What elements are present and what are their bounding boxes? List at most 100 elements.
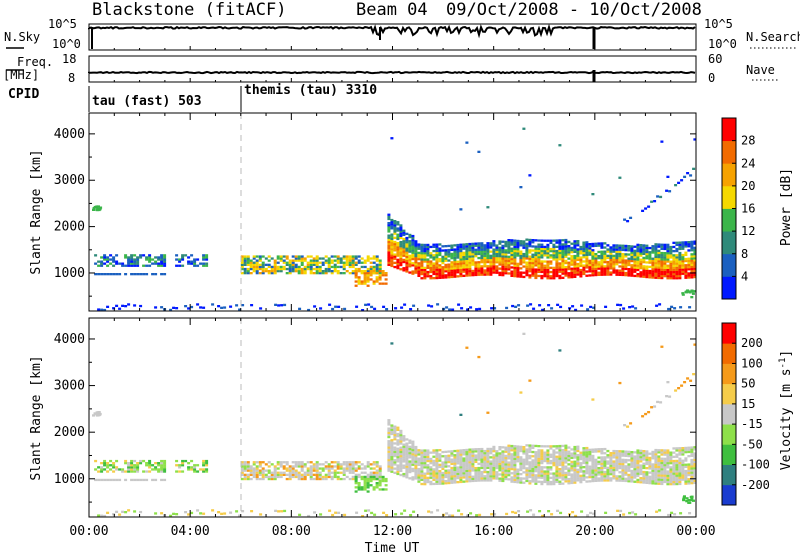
velocity-cell — [522, 471, 526, 474]
power-cell — [330, 265, 334, 269]
power-cell — [378, 270, 382, 273]
power-cell — [543, 254, 547, 257]
power-cell — [453, 271, 457, 274]
velocity-cell — [363, 471, 367, 474]
power-cell — [528, 240, 532, 244]
velocity-cell — [606, 454, 610, 457]
velocity-cell — [438, 476, 442, 479]
velocity-cell — [450, 477, 454, 480]
power-cell — [288, 261, 292, 264]
velocity-cell — [327, 471, 331, 474]
velocity-cell — [249, 477, 253, 481]
velocity-cell — [603, 447, 607, 451]
power-cell — [678, 251, 682, 255]
velocity-cell — [414, 471, 418, 474]
power-cell — [588, 266, 592, 269]
power-cell — [99, 206, 103, 209]
velocity-cell — [513, 464, 517, 467]
velocity-cell — [115, 466, 119, 469]
power-cell — [669, 245, 673, 249]
power-cell — [690, 253, 694, 256]
velocity-cell — [279, 473, 283, 476]
velocity-cell — [205, 459, 209, 463]
velocity-cell — [534, 463, 538, 466]
power-cell — [492, 263, 496, 266]
velocity-cell — [498, 460, 502, 463]
power-cell — [561, 262, 565, 265]
velocity-cell — [432, 478, 436, 481]
power-cell — [480, 244, 484, 247]
velocity-cell — [390, 441, 394, 444]
velocity-cell — [621, 475, 625, 478]
power-cell — [124, 305, 128, 308]
velocity-cell — [677, 387, 681, 390]
velocity-cell — [519, 449, 523, 453]
velocity-cell — [333, 465, 337, 468]
velocity-cell — [396, 449, 400, 452]
power-cell — [345, 257, 349, 260]
power-cell — [495, 252, 499, 256]
velocity-cell — [540, 466, 544, 469]
power-cell — [549, 256, 553, 259]
power-cell — [630, 247, 634, 250]
velocity-cell — [654, 474, 658, 477]
velocity-cell — [411, 478, 415, 481]
velocity-cell — [621, 473, 625, 476]
velocity-cell — [624, 461, 628, 464]
power-cell — [585, 243, 589, 246]
power-cell — [534, 264, 538, 267]
velocity-cell — [432, 474, 436, 477]
velocity-cell — [573, 479, 577, 482]
velocity-cell — [510, 449, 514, 452]
power-cell — [582, 245, 586, 248]
power-cell — [375, 267, 379, 271]
power-cell — [354, 272, 358, 275]
power-cell — [474, 250, 478, 254]
power-cell — [255, 272, 259, 275]
power-cell — [423, 254, 427, 257]
power-cell — [513, 268, 517, 271]
velocity-cell — [124, 470, 128, 473]
velocity-cell — [369, 471, 373, 474]
velocity-cell — [540, 482, 544, 486]
power-cell — [462, 255, 466, 259]
power-cell — [672, 254, 676, 257]
velocity-cell — [630, 455, 634, 458]
velocity-cell — [525, 479, 529, 483]
velocity-cell — [411, 451, 415, 454]
velocity-cell — [267, 465, 271, 468]
power-cell — [531, 249, 535, 252]
power-cell — [600, 273, 604, 276]
power-cell — [348, 257, 352, 260]
velocity-cell — [393, 448, 397, 451]
power-cell — [561, 245, 565, 248]
power-cell — [540, 247, 544, 251]
velocity-cell — [543, 457, 547, 461]
power-cell — [361, 309, 365, 312]
power-cell — [258, 272, 262, 275]
velocity-cell — [693, 460, 697, 464]
power-cell — [438, 270, 442, 273]
power-cell — [324, 255, 328, 258]
velocity-cell — [689, 498, 693, 502]
velocity-cell — [435, 476, 439, 479]
power-cell — [514, 305, 518, 308]
velocity-cell — [136, 478, 140, 482]
velocity-cell — [486, 458, 490, 461]
power-cell — [504, 242, 508, 246]
velocity-cell — [366, 482, 370, 485]
power-cell — [276, 270, 280, 273]
power-cell — [639, 267, 643, 270]
velocity-cell — [324, 475, 328, 479]
velocity-cell — [366, 484, 370, 487]
power-cell — [507, 264, 511, 267]
velocity-cell — [561, 444, 565, 448]
velocity-cell — [666, 472, 670, 475]
power-cell — [522, 252, 526, 256]
power-cell — [468, 261, 472, 264]
power-cell — [430, 305, 434, 308]
power-cell — [648, 272, 652, 275]
power-cell — [667, 307, 671, 311]
velocity-cell — [175, 513, 179, 516]
velocity-cell — [663, 476, 667, 479]
